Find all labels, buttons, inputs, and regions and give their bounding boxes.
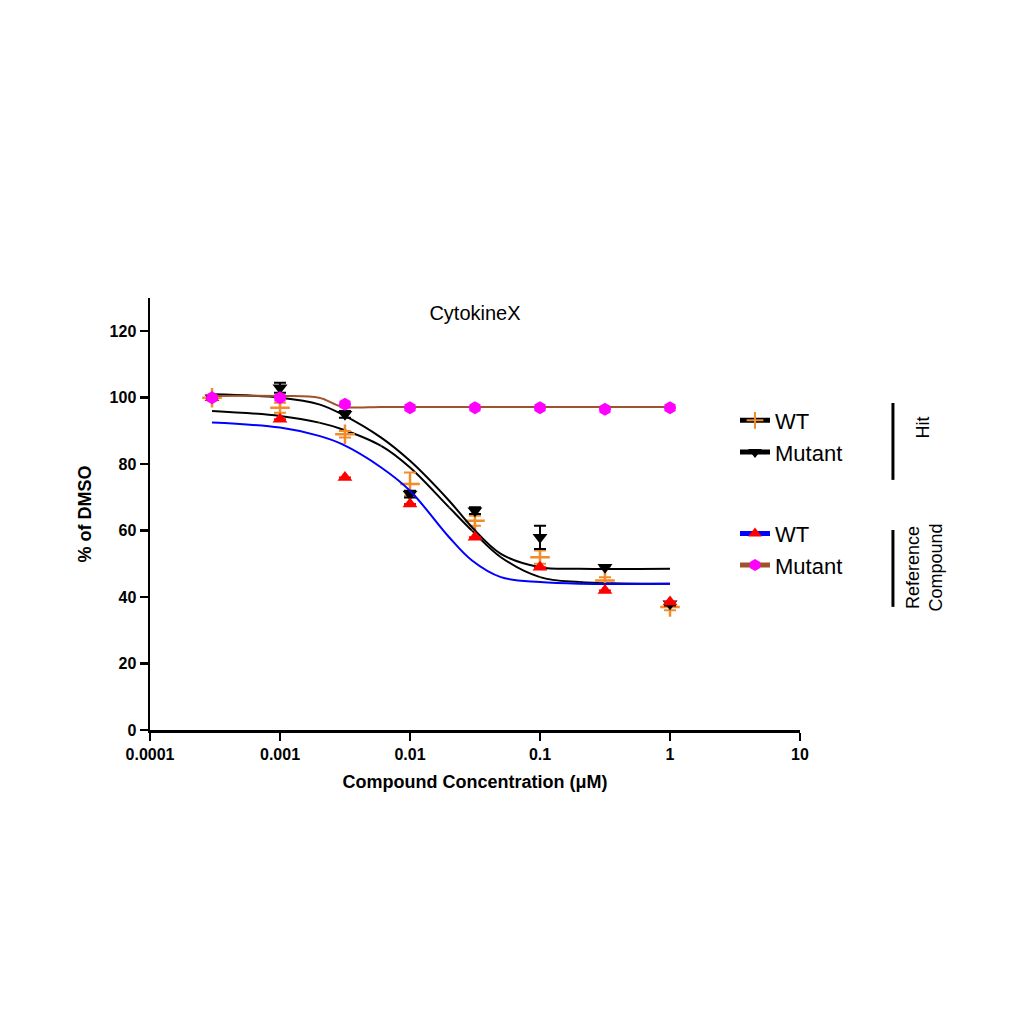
svg-text:ReferenceCompound: ReferenceCompound — [903, 523, 946, 611]
svg-text:0: 0 — [127, 722, 136, 739]
svg-text:120: 120 — [110, 323, 137, 340]
svg-text:0.01: 0.01 — [394, 746, 425, 763]
svg-text:40: 40 — [119, 589, 137, 606]
svg-text:Mutant: Mutant — [775, 554, 842, 579]
svg-text:60: 60 — [119, 522, 137, 539]
svg-text:0.0001: 0.0001 — [126, 746, 175, 763]
svg-text:Hit: Hit — [913, 417, 933, 439]
svg-text:CytokineX: CytokineX — [429, 302, 520, 324]
svg-text:20: 20 — [119, 655, 137, 672]
svg-text:Compound Concentration (μM): Compound Concentration (μM) — [343, 772, 608, 792]
svg-text:0.1: 0.1 — [529, 746, 551, 763]
svg-text:Mutant: Mutant — [775, 441, 842, 466]
svg-text:WT: WT — [775, 409, 809, 434]
svg-text:WT: WT — [775, 522, 809, 547]
svg-text:10: 10 — [791, 746, 809, 763]
svg-text:0.001: 0.001 — [260, 746, 300, 763]
svg-text:% of DMSO: % of DMSO — [75, 466, 95, 563]
svg-text:100: 100 — [110, 389, 137, 406]
svg-text:80: 80 — [119, 456, 137, 473]
svg-text:1: 1 — [666, 746, 675, 763]
